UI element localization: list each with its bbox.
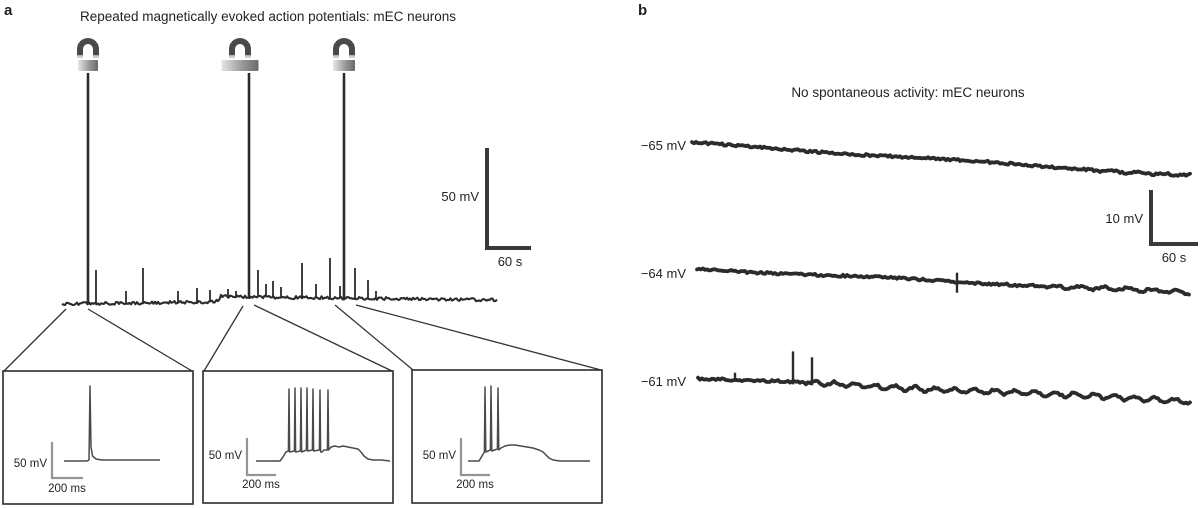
inset-2-v-label: 50 mV	[209, 450, 243, 462]
inset-3-h-label: 200 ms	[456, 479, 494, 491]
panel-b-trace-3	[696, 351, 1192, 406]
panel-b-title: No spontaneous activity: mEC neurons	[791, 85, 1025, 100]
magnet-bar	[78, 60, 98, 71]
main-trace-line	[61, 293, 498, 307]
panel-b-scalebar	[1149, 190, 1198, 246]
magnet-icon	[221, 38, 259, 71]
magnet-horseshoe	[77, 38, 99, 58]
inset-trace-line	[64, 385, 160, 462]
magnet-pole-tip	[245, 55, 251, 58]
panel-a-label: a	[4, 2, 13, 19]
magnet-icon	[333, 38, 355, 71]
magnet-pole-tip	[333, 55, 339, 58]
membrane-trace-line	[690, 140, 1192, 178]
inset-box-3	[411, 369, 603, 504]
panel-a-trace-plot	[61, 73, 498, 307]
magnet-bar	[333, 60, 355, 71]
inset-1-v-label: 50 mV	[14, 458, 48, 470]
panel-b-trace-3-label: −61 mV	[641, 374, 686, 389]
panel-b-trace-1	[690, 140, 1192, 178]
magnet-horseshoe	[333, 38, 355, 58]
zoom-connector-lines	[3, 304, 602, 372]
connector-line	[334, 304, 414, 371]
inset-box-2	[202, 370, 394, 504]
panel-a-scalebar-v-label: 50 mV	[441, 189, 479, 204]
membrane-trace-line	[695, 266, 1191, 297]
connector-line	[355, 304, 602, 371]
connector-line	[87, 308, 193, 372]
magnet-pole-tip	[77, 55, 83, 58]
magnet-pole-tip	[229, 55, 235, 58]
inset-box-1	[2, 370, 194, 505]
magnet-icon	[77, 38, 99, 71]
magnet-bar	[221, 60, 259, 71]
membrane-trace-line	[696, 375, 1192, 406]
inset-trace-3	[468, 385, 590, 462]
magnet-icons	[77, 38, 355, 71]
inset-2-h-label: 200 ms	[242, 479, 280, 491]
connector-line	[253, 304, 393, 372]
connector-line	[203, 305, 244, 372]
inset-trace-line	[256, 387, 391, 462]
magnet-horseshoe	[229, 38, 251, 58]
magnet-pole-tip	[93, 55, 99, 58]
inset-1-scalebar	[50, 442, 83, 480]
magnet-pole-tip	[349, 55, 355, 58]
panel-b-trace-1-label: −65 mV	[641, 138, 686, 153]
inset-3-scalebar	[459, 438, 490, 477]
panel-b-trace-2-label: −64 mV	[641, 266, 686, 281]
inset-2-scalebar	[245, 438, 276, 477]
inset-trace-line	[468, 385, 590, 462]
panel-a-scalebar	[485, 148, 531, 250]
inset-trace-1	[64, 385, 160, 462]
panel-b-scalebar-h-label: 60 s	[1162, 250, 1187, 265]
panel-b-scalebar-v-label: 10 mV	[1105, 211, 1143, 226]
inset-trace-2	[256, 387, 391, 462]
connector-line	[3, 308, 67, 372]
inset-3-v-label: 50 mV	[423, 450, 457, 462]
panel-b-label: b	[638, 2, 647, 19]
panel-b-trace-2	[695, 266, 1191, 297]
inset-1-h-label: 200 ms	[48, 483, 86, 495]
panel-a-title: Repeated magnetically evoked action pote…	[80, 9, 456, 24]
panel-a-scalebar-h-label: 60 s	[498, 254, 523, 269]
